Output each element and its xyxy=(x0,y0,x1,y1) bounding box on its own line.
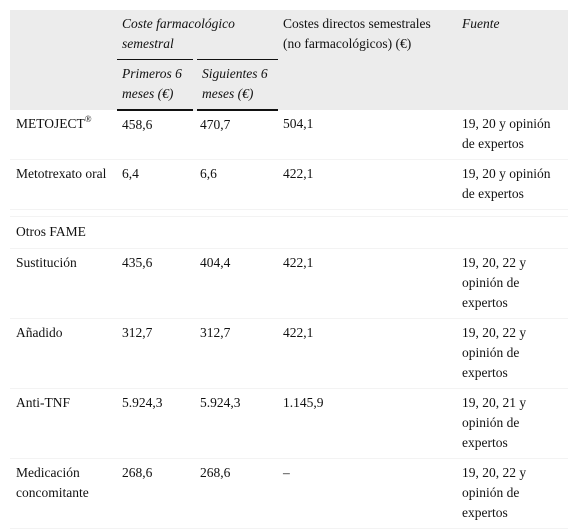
table-row: Medicación concomitante 268,6 268,6 – 19… xyxy=(10,458,568,529)
cell-direct-costs: 504,1 xyxy=(278,110,457,160)
cell-next-6: 312,7 xyxy=(195,318,278,389)
table-row: METOJECT® 458,6 470,7 504,1 19, 20 y opi… xyxy=(10,110,568,160)
section-row: Otros FAME xyxy=(10,216,568,249)
header-next-6-months: Siguientes 6 meses (€) xyxy=(195,59,278,111)
cell-first-6: 458,6 xyxy=(117,110,195,160)
header-first-6-months: Primeros 6 meses (€) xyxy=(117,59,197,111)
cell-first-6: 5.924,3 xyxy=(117,388,195,459)
cell-direct-costs: 422,1 xyxy=(278,318,457,389)
table-row: Anti-TNF 5.924,3 5.924,3 1.145,9 19, 20,… xyxy=(10,388,568,459)
cell-next-6: 268,6 xyxy=(195,458,278,529)
row-label: Medicación concomitante xyxy=(10,458,117,529)
cell-source: 19, 20, 22 y opinión de expertos xyxy=(457,318,568,389)
header-empty-cell xyxy=(10,10,117,110)
cell-next-6: 470,7 xyxy=(195,110,278,160)
cell-source: 19, 20, 21 y opinión de expertos xyxy=(457,388,568,459)
row-label: Anti-TNF xyxy=(10,388,117,459)
cell-source: 19, 20, 22 y opinión de expertos xyxy=(457,458,568,529)
cell-source: 19, 20 y opinión de expertos xyxy=(457,159,568,210)
cell-next-6: 6,6 xyxy=(195,159,278,210)
row-label: Metotrexato oral xyxy=(10,159,117,210)
row-spacer xyxy=(10,209,568,217)
header-source: Fuente xyxy=(457,10,568,110)
cell-direct-costs: – xyxy=(278,458,457,529)
cell-source: 19, 20 y opinión de expertos xyxy=(457,110,568,160)
row-label: METOJECT® xyxy=(10,110,117,160)
cost-table: Coste farmacológico semestral Costes dir… xyxy=(10,10,568,529)
header-cost-group: Coste farmacológico semestral xyxy=(117,10,278,60)
row-label: Sustitución xyxy=(10,248,117,319)
section-label: Otros FAME xyxy=(10,216,568,249)
table-row: Metotrexato oral 6,4 6,6 422,1 19, 20 y … xyxy=(10,159,568,210)
cell-first-6: 6,4 xyxy=(117,159,195,210)
cell-direct-costs: 1.145,9 xyxy=(278,388,457,459)
table-row: Añadido 312,7 312,7 422,1 19, 20, 22 y o… xyxy=(10,318,568,389)
cell-direct-costs: 422,1 xyxy=(278,248,457,319)
table-header: Coste farmacológico semestral Costes dir… xyxy=(10,10,568,111)
cell-source: 19, 20, 22 y opinión de expertos xyxy=(457,248,568,319)
table-row: Sustitución 435,6 404,4 422,1 19, 20, 22… xyxy=(10,248,568,319)
header-direct-costs: Costes directos semestrales (no farmacol… xyxy=(278,10,457,110)
cell-next-6: 404,4 xyxy=(195,248,278,319)
cell-first-6: 312,7 xyxy=(117,318,195,389)
cell-next-6: 5.924,3 xyxy=(195,388,278,459)
cell-first-6: 268,6 xyxy=(117,458,195,529)
row-label: Añadido xyxy=(10,318,117,389)
cell-direct-costs: 422,1 xyxy=(278,159,457,210)
cell-first-6: 435,6 xyxy=(117,248,195,319)
